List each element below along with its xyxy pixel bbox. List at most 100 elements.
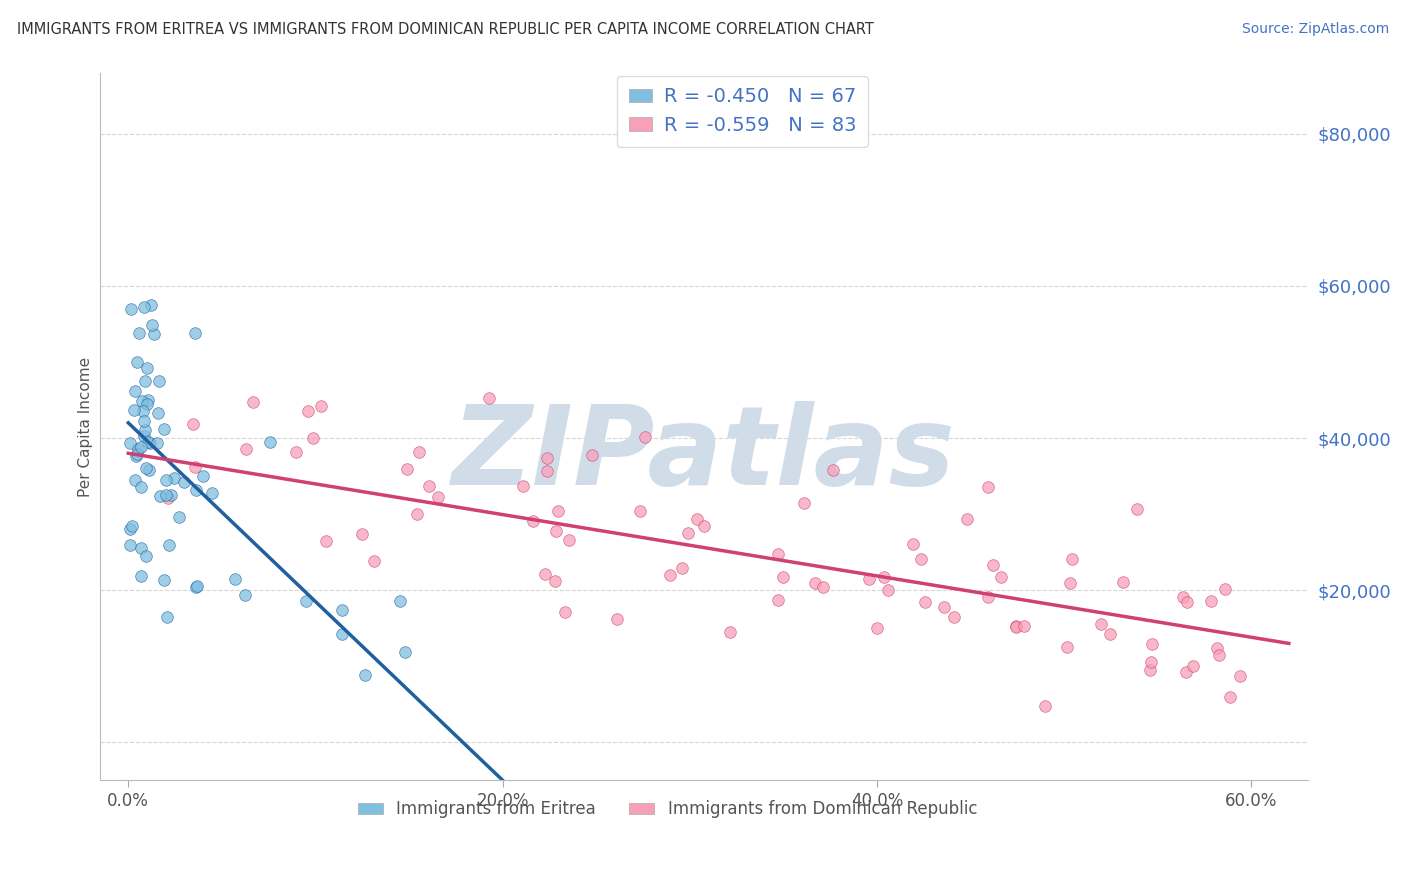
- Immigrants from Eritrea: [149, 489, 172, 503]
- Immigrants from Eritrea: [132, 404, 155, 418]
- Immigrants from Eritrea: [135, 549, 157, 564]
- Immigrants from Eritrea: [120, 302, 142, 317]
- Immigrants from Dominican Republic: [352, 526, 374, 541]
- Immigrants from Eritrea: [143, 327, 166, 342]
- Immigrants from Dominican Republic: [772, 570, 794, 584]
- Immigrants from Dominican Republic: [768, 548, 790, 562]
- Immigrants from Eritrea: [259, 434, 281, 449]
- Immigrants from Dominican Republic: [536, 464, 558, 478]
- Immigrants from Dominican Republic: [406, 507, 429, 521]
- Immigrants from Dominican Republic: [536, 451, 558, 466]
- Immigrants from Dominican Republic: [943, 609, 966, 624]
- Immigrants from Eritrea: [169, 510, 191, 524]
- Immigrants from Eritrea: [173, 475, 195, 490]
- Immigrants from Dominican Republic: [557, 533, 579, 548]
- Immigrants from Eritrea: [156, 609, 179, 624]
- Immigrants from Dominican Republic: [873, 570, 896, 584]
- Immigrants from Eritrea: [134, 424, 156, 438]
- Immigrants from Eritrea: [124, 473, 146, 487]
- Immigrants from Dominican Republic: [408, 445, 430, 459]
- Immigrants from Dominican Republic: [181, 417, 204, 431]
- Immigrants from Eritrea: [124, 384, 146, 399]
- Immigrants from Eritrea: [127, 447, 149, 461]
- Immigrants from Eritrea: [148, 374, 170, 388]
- Immigrants from Dominican Republic: [910, 552, 932, 566]
- Immigrants from Eritrea: [138, 463, 160, 477]
- Immigrants from Eritrea: [131, 541, 153, 556]
- Immigrants from Eritrea: [136, 360, 159, 375]
- Immigrants from Dominican Republic: [793, 496, 815, 510]
- Immigrants from Eritrea: [163, 471, 186, 485]
- Immigrants from Dominican Republic: [678, 526, 700, 541]
- Immigrants from Eritrea: [141, 318, 163, 332]
- Immigrants from Eritrea: [135, 461, 157, 475]
- Immigrants from Dominican Republic: [1182, 659, 1205, 673]
- Immigrants from Eritrea: [394, 645, 416, 659]
- Immigrants from Dominican Republic: [1014, 618, 1036, 632]
- Immigrants from Dominican Republic: [932, 600, 955, 615]
- Immigrants from Dominican Republic: [1140, 637, 1163, 651]
- Immigrants from Eritrea: [224, 572, 246, 586]
- Immigrants from Dominican Republic: [1090, 616, 1112, 631]
- Immigrants from Dominican Republic: [1005, 619, 1028, 633]
- Immigrants from Eritrea: [136, 434, 159, 449]
- Immigrants from Eritrea: [128, 326, 150, 340]
- Immigrants from Eritrea: [155, 473, 177, 487]
- Immigrants from Dominican Republic: [634, 430, 657, 444]
- Immigrants from Dominican Republic: [628, 504, 651, 518]
- Immigrants from Eritrea: [136, 393, 159, 408]
- Immigrants from Dominican Republic: [606, 612, 628, 626]
- Immigrants from Eritrea: [233, 588, 256, 602]
- Immigrants from Dominican Republic: [718, 625, 741, 640]
- Immigrants from Dominican Republic: [184, 459, 207, 474]
- Immigrants from Eritrea: [354, 668, 377, 682]
- Immigrants from Dominican Republic: [1175, 665, 1198, 679]
- Immigrants from Dominican Republic: [1035, 698, 1057, 713]
- Immigrants from Dominican Republic: [1126, 502, 1149, 516]
- Immigrants from Dominican Republic: [1004, 619, 1026, 633]
- Immigrants from Dominican Republic: [956, 512, 979, 526]
- Text: Source: ZipAtlas.com: Source: ZipAtlas.com: [1241, 22, 1389, 37]
- Immigrants from Dominican Republic: [1201, 594, 1223, 608]
- Immigrants from Dominican Republic: [478, 391, 501, 405]
- Immigrants from Eritrea: [184, 483, 207, 498]
- Immigrants from Eritrea: [184, 580, 207, 594]
- Immigrants from Dominican Republic: [395, 462, 418, 476]
- Immigrants from Dominican Republic: [315, 534, 337, 549]
- Immigrants from Dominican Republic: [1175, 595, 1198, 609]
- Immigrants from Dominican Republic: [977, 591, 1000, 605]
- Immigrants from Eritrea: [479, 844, 502, 858]
- Immigrants from Dominican Republic: [285, 445, 308, 459]
- Immigrants from Eritrea: [125, 354, 148, 368]
- Immigrants from Dominican Republic: [858, 572, 880, 586]
- Immigrants from Dominican Republic: [811, 580, 834, 594]
- Immigrants from Dominican Republic: [544, 524, 567, 538]
- Immigrants from Eritrea: [193, 468, 215, 483]
- Legend: Immigrants from Eritrea, Immigrants from Dominican Republic: Immigrants from Eritrea, Immigrants from…: [352, 794, 984, 825]
- Immigrants from Dominican Republic: [1139, 663, 1161, 677]
- Immigrants from Eritrea: [153, 422, 176, 436]
- Immigrants from Eritrea: [134, 375, 156, 389]
- Immigrants from Dominican Republic: [1112, 575, 1135, 590]
- Immigrants from Dominican Republic: [659, 568, 682, 582]
- Immigrants from Dominican Republic: [803, 575, 825, 590]
- Immigrants from Dominican Republic: [554, 605, 576, 619]
- Immigrants from Eritrea: [129, 440, 152, 454]
- Immigrants from Dominican Republic: [1205, 641, 1227, 656]
- Immigrants from Eritrea: [129, 569, 152, 583]
- Immigrants from Eritrea: [332, 626, 354, 640]
- Immigrants from Dominican Republic: [914, 594, 936, 608]
- Immigrants from Dominican Republic: [297, 404, 319, 418]
- Immigrants from Eritrea: [186, 579, 208, 593]
- Immigrants from Eritrea: [132, 300, 155, 314]
- Immigrants from Dominican Republic: [235, 442, 257, 456]
- Immigrants from Eritrea: [477, 784, 499, 798]
- Immigrants from Eritrea: [294, 594, 316, 608]
- Immigrants from Dominican Republic: [547, 504, 569, 518]
- Immigrants from Eritrea: [134, 429, 156, 443]
- Immigrants from Dominican Republic: [427, 490, 450, 504]
- Immigrants from Dominican Republic: [512, 478, 534, 492]
- Immigrants from Dominican Republic: [544, 574, 567, 588]
- Immigrants from Dominican Republic: [242, 395, 264, 409]
- Text: ZIPatlas: ZIPatlas: [451, 401, 956, 508]
